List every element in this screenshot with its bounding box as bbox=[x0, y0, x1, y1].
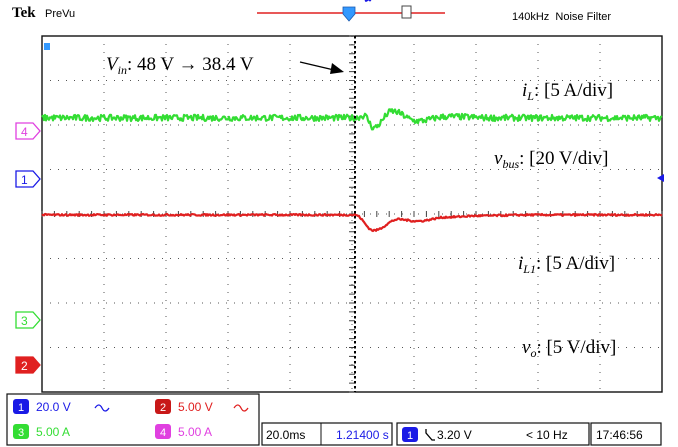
trace-label-il: iL: [5 A/div] bbox=[522, 80, 613, 103]
vin-arrowhead-icon bbox=[330, 63, 344, 74]
timebase-box bbox=[261, 422, 393, 446]
vbus-symbol: v bbox=[494, 148, 503, 169]
ch2-scale: 5.00 V bbox=[178, 400, 213, 414]
vin-symbol: V bbox=[106, 54, 120, 75]
trace-label-vo: vo: [5 V/div] bbox=[522, 337, 616, 360]
trace-label-vbus: vbus: [20 V/div] bbox=[494, 148, 608, 171]
timebase-value: 20.0ms bbox=[266, 428, 305, 442]
il1-scale: : [5 A/div] bbox=[536, 253, 615, 274]
channel-2-marker-icon bbox=[15, 356, 41, 374]
il1-symbol: i bbox=[518, 253, 523, 274]
il-symbol: i bbox=[522, 80, 527, 101]
vin-subscript: in bbox=[118, 63, 127, 77]
ch4-badge bbox=[155, 424, 171, 439]
timebase-readout[interactable]: 20.0ms 1.21400 s bbox=[261, 422, 393, 446]
brand-label: Tek bbox=[12, 5, 36, 21]
channel-2-marker-label: 2 bbox=[21, 359, 28, 373]
ch1-badge bbox=[13, 399, 29, 414]
trace-label-il1: iL1: [5 A/div] bbox=[518, 253, 615, 276]
channel-1-right-marker-icon bbox=[657, 174, 664, 182]
ch2-readout[interactable]: 2 5.00 V bbox=[155, 399, 249, 414]
ch1-coupling-icon bbox=[94, 404, 110, 412]
trigger-position-icon bbox=[342, 6, 356, 22]
ch3-readout[interactable]: 3 5.00 A bbox=[13, 424, 70, 439]
clock-readout: 17:46:56 bbox=[590, 422, 662, 446]
vo-scale: : [5 V/div] bbox=[536, 337, 616, 358]
falling-edge-icon bbox=[425, 429, 435, 441]
il1-subscript: L1 bbox=[522, 262, 536, 276]
ch2-badge bbox=[155, 399, 171, 414]
vo-subscript: o bbox=[530, 346, 536, 360]
channel-4-marker[interactable]: 4 bbox=[15, 122, 41, 140]
ch4-scale: 5.00 A bbox=[178, 425, 212, 439]
channel-readout-box bbox=[6, 393, 260, 446]
channel-1-ground-marker-icon bbox=[44, 43, 50, 50]
vbus-scale: : [20 V/div] bbox=[519, 148, 608, 169]
waveform-traces bbox=[41, 0, 663, 233]
ch3-scale: 5.00 A bbox=[36, 425, 70, 439]
clock-time: 17:46:56 bbox=[596, 428, 643, 442]
vin-step-text: : 48 V → 38.4 V bbox=[127, 54, 254, 75]
trigger-readout[interactable]: 1 3.20 V < 10 Hz bbox=[396, 422, 590, 446]
trigger-box bbox=[396, 422, 590, 446]
vo-symbol: v bbox=[522, 337, 531, 358]
channel-3-marker-icon bbox=[15, 311, 41, 329]
trace-vbus bbox=[364, 0, 372, 2]
trace-il1 bbox=[41, 108, 663, 131]
vin-arrow bbox=[299, 61, 335, 71]
mode-label: PreVu bbox=[45, 8, 75, 20]
ch1-readout[interactable]: 1 20.0 V bbox=[13, 399, 110, 414]
trigger-level: 3.20 V bbox=[437, 428, 472, 442]
ch2-badge-label: 2 bbox=[160, 402, 166, 414]
channel-1-marker-label: 1 bbox=[21, 173, 28, 187]
channel-4-marker-icon bbox=[15, 122, 41, 140]
channel-2-marker[interactable]: 2 bbox=[15, 356, 41, 374]
channel-1-marker-icon bbox=[15, 170, 41, 188]
readout-panel: 1 20.0 V 2 5.00 V 3 5.00 A 4 5.00 A 20.0… bbox=[6, 393, 662, 446]
trigger-source-badge bbox=[402, 427, 418, 442]
ch1-badge-label: 1 bbox=[18, 402, 24, 414]
trigger-frequency: < 10 Hz bbox=[526, 428, 568, 442]
ch4-badge-label: 4 bbox=[160, 427, 166, 439]
vin-annotation: Vin: 48 V → 38.4 V bbox=[106, 54, 254, 77]
ch3-badge bbox=[13, 424, 29, 439]
channel-1-marker[interactable]: 1 bbox=[15, 170, 41, 188]
channel-4-marker-label: 4 bbox=[21, 125, 28, 139]
clock-box bbox=[590, 422, 662, 446]
channel-3-marker-label: 3 bbox=[21, 314, 28, 328]
trigger-source-label: 1 bbox=[407, 430, 413, 442]
ch2-coupling-icon bbox=[233, 404, 249, 412]
header-bar: Tek PreVu 140kHz Noise Filter bbox=[12, 5, 611, 23]
ch1-scale: 20.0 V bbox=[36, 400, 71, 414]
il-subscript: L bbox=[526, 89, 534, 103]
trace-vo bbox=[41, 212, 663, 233]
il-scale: : [5 A/div] bbox=[534, 80, 613, 101]
record-position: 1.21400 s bbox=[336, 428, 389, 442]
filter-label: 140kHz Noise Filter bbox=[512, 11, 611, 23]
ch4-readout[interactable]: 4 5.00 A bbox=[155, 424, 212, 439]
ch3-badge-label: 3 bbox=[18, 427, 24, 439]
vbus-subscript: bus bbox=[502, 157, 519, 171]
channel-3-marker[interactable]: 3 bbox=[15, 311, 41, 329]
view-window-icon bbox=[401, 5, 412, 19]
